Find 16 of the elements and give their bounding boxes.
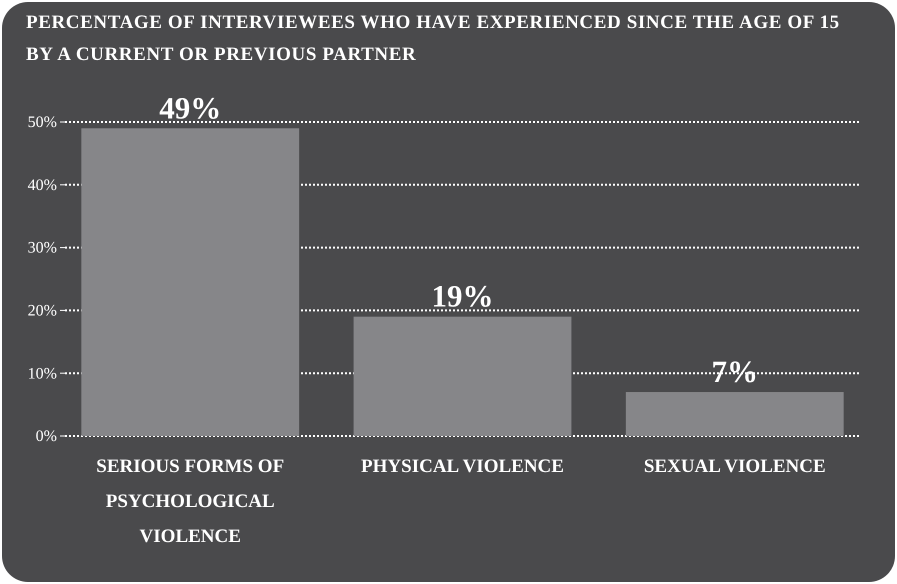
bar (626, 392, 844, 436)
bar (354, 316, 572, 436)
data-label: 19% (432, 278, 494, 314)
y-tick-label: 10% (28, 365, 57, 382)
bar (81, 128, 300, 436)
y-tick-label: 0% (36, 428, 57, 446)
data-label: 49% (159, 90, 222, 126)
x-tick-label: PHYSICAL VIOLENCE (361, 456, 564, 477)
chart-title: PERCENTAGE OF INTERVIEWEES WHO HAVE EXPERIENCED SINCE THE AGE OF 15 BY A CURRENT OR PREVIOUS PARTNER (26, 12, 840, 65)
y-tick-label: 50% (28, 114, 57, 132)
x-tick-label: SERIOUS FORMS OF PSYCHOLOGICAL VIOLENCE (96, 456, 284, 547)
y-tick-label: 40% (28, 176, 57, 194)
data-label: 7% (712, 354, 758, 390)
x-tick-label: SEXUAL VIOLENCE (644, 456, 826, 477)
y-tick-label: 20% (28, 302, 57, 320)
y-tick-label: 30% (28, 240, 57, 257)
